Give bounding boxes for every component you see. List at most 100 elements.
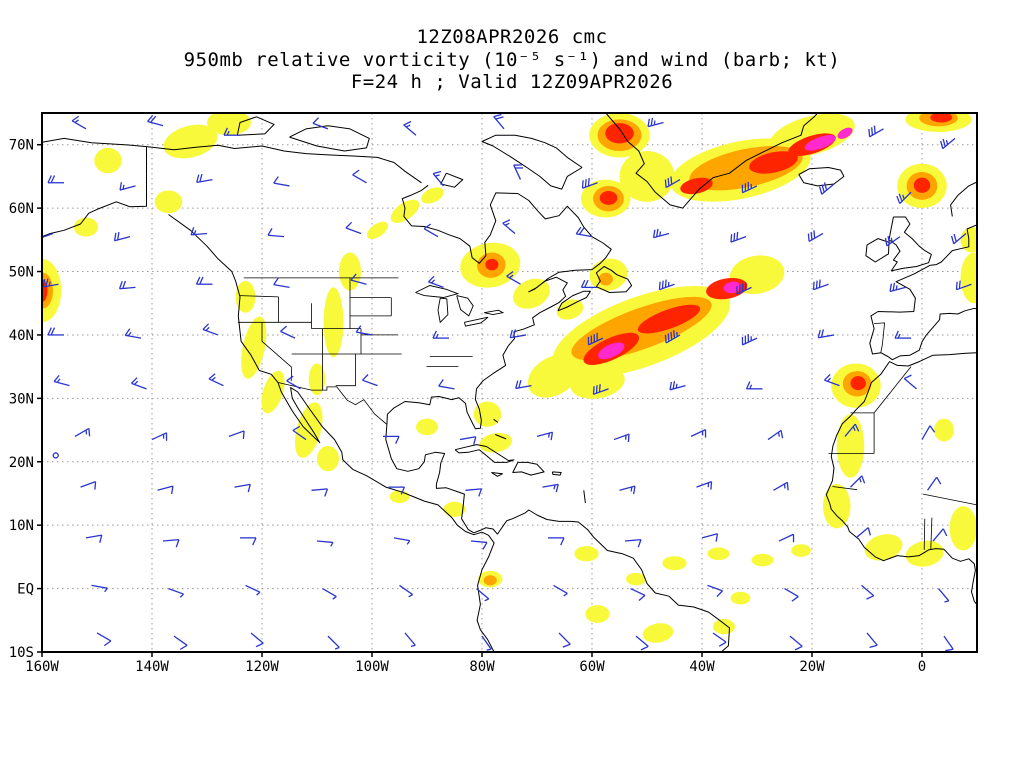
wind-barb xyxy=(202,323,219,336)
wind-barb xyxy=(784,588,799,602)
wind-barb xyxy=(71,115,87,130)
y-tick-label: 10S xyxy=(9,645,34,661)
x-tick-label: 140W xyxy=(135,659,169,675)
wind-barb xyxy=(542,483,559,493)
wind-barb xyxy=(459,436,477,445)
x-tick-label: 100W xyxy=(355,659,389,675)
wind-barb xyxy=(950,232,967,245)
wind-barb xyxy=(316,540,334,547)
wind-barb xyxy=(53,374,70,387)
wind-barb xyxy=(592,384,609,395)
wind-barb xyxy=(624,538,642,548)
wind-barb xyxy=(619,485,636,495)
wind-barb xyxy=(630,587,646,602)
wind-barb xyxy=(502,219,516,234)
wind-barb xyxy=(509,329,527,339)
wind-barb xyxy=(736,282,752,295)
chart-title-field: 950mb relative vorticity (10⁻⁵ s⁻¹) and … xyxy=(183,49,841,71)
wind-barb xyxy=(147,114,164,127)
x-tick-label: 60W xyxy=(579,659,605,675)
wind-barb xyxy=(773,481,789,491)
wind-barb xyxy=(327,635,340,650)
wind-barb xyxy=(581,178,598,189)
wind-barb xyxy=(664,330,681,344)
x-tick-label: 40W xyxy=(689,659,715,675)
wind-barb xyxy=(658,279,675,291)
wind-barb xyxy=(273,176,290,187)
wind-barb xyxy=(926,476,942,491)
wind-barb xyxy=(432,330,449,339)
y-tick-label: 10N xyxy=(9,518,34,534)
wind-barb xyxy=(162,538,180,548)
wind-barb xyxy=(894,330,911,339)
wind-barb xyxy=(690,429,707,438)
wind-barb xyxy=(481,635,492,651)
wind-barb xyxy=(506,271,521,285)
axis-labels: 160W 140W 120W 100W 80W 60W 40W 20W 0 70N 60N 50N 40… xyxy=(9,138,927,675)
border-layer xyxy=(237,277,977,550)
wind-barb xyxy=(80,481,97,490)
wind-barb-layer xyxy=(42,113,972,652)
wind-barb xyxy=(223,127,240,136)
wind-barb xyxy=(42,278,59,288)
vorticity-fill-layer xyxy=(42,113,977,643)
wind-barb xyxy=(903,374,917,390)
wind-barb xyxy=(476,588,490,602)
wind-barb xyxy=(943,635,954,652)
wind-barb xyxy=(730,231,747,243)
wind-barb xyxy=(741,334,758,346)
wind-barb xyxy=(173,635,188,650)
wind-barb xyxy=(866,632,878,648)
wind-barb xyxy=(345,221,362,235)
wind-barb xyxy=(151,432,168,441)
x-tick-label: 80W xyxy=(469,659,495,675)
wind-barb xyxy=(745,381,763,390)
wind-barb xyxy=(587,332,604,346)
wind-barb xyxy=(322,588,337,600)
wind-barb xyxy=(85,534,103,543)
wind-barb xyxy=(399,584,413,598)
wind-barb xyxy=(824,374,840,387)
wind-barb xyxy=(157,485,174,495)
wind-barb xyxy=(47,175,64,184)
wind-barb xyxy=(273,277,290,289)
wind-barb xyxy=(817,329,835,339)
wind-barb xyxy=(696,481,713,490)
wind-barb xyxy=(938,588,950,603)
wind-barb xyxy=(818,182,835,195)
wind-barb xyxy=(124,328,142,339)
wind-barb xyxy=(404,632,416,648)
wind-barb xyxy=(168,587,184,598)
y-tick-label: 70N xyxy=(9,138,34,154)
x-tick-label: 160W xyxy=(25,659,59,675)
wind-barb xyxy=(553,584,568,597)
wind-barb xyxy=(921,425,936,440)
wind-barb xyxy=(664,176,681,189)
wind-barb xyxy=(778,533,795,543)
wind-barb xyxy=(312,117,329,130)
wind-barb xyxy=(741,181,758,194)
wind-barb xyxy=(240,537,257,546)
wind-barb xyxy=(548,537,565,546)
wind-barb xyxy=(74,427,91,437)
wind-barb xyxy=(286,375,301,390)
wind-barb xyxy=(493,113,505,130)
wind-barb xyxy=(350,273,367,285)
wind-barb xyxy=(939,137,956,150)
wind-barb xyxy=(280,325,296,339)
wind-barb xyxy=(513,164,524,180)
wind-barb xyxy=(652,228,670,239)
wind-barb xyxy=(438,379,455,390)
wind-barb xyxy=(812,279,829,291)
wind-barb xyxy=(536,431,554,441)
chart-title-valid: F=24 h ; Valid 12Z09APR2026 xyxy=(350,71,674,93)
plot-area xyxy=(42,113,977,652)
wind-barb xyxy=(613,433,630,443)
wind-barb xyxy=(701,533,719,542)
y-tick-label: 20N xyxy=(9,455,34,471)
wind-barb xyxy=(470,540,488,550)
wind-barb xyxy=(868,125,884,138)
wind-barb xyxy=(388,486,406,495)
wind-barb xyxy=(575,226,593,238)
